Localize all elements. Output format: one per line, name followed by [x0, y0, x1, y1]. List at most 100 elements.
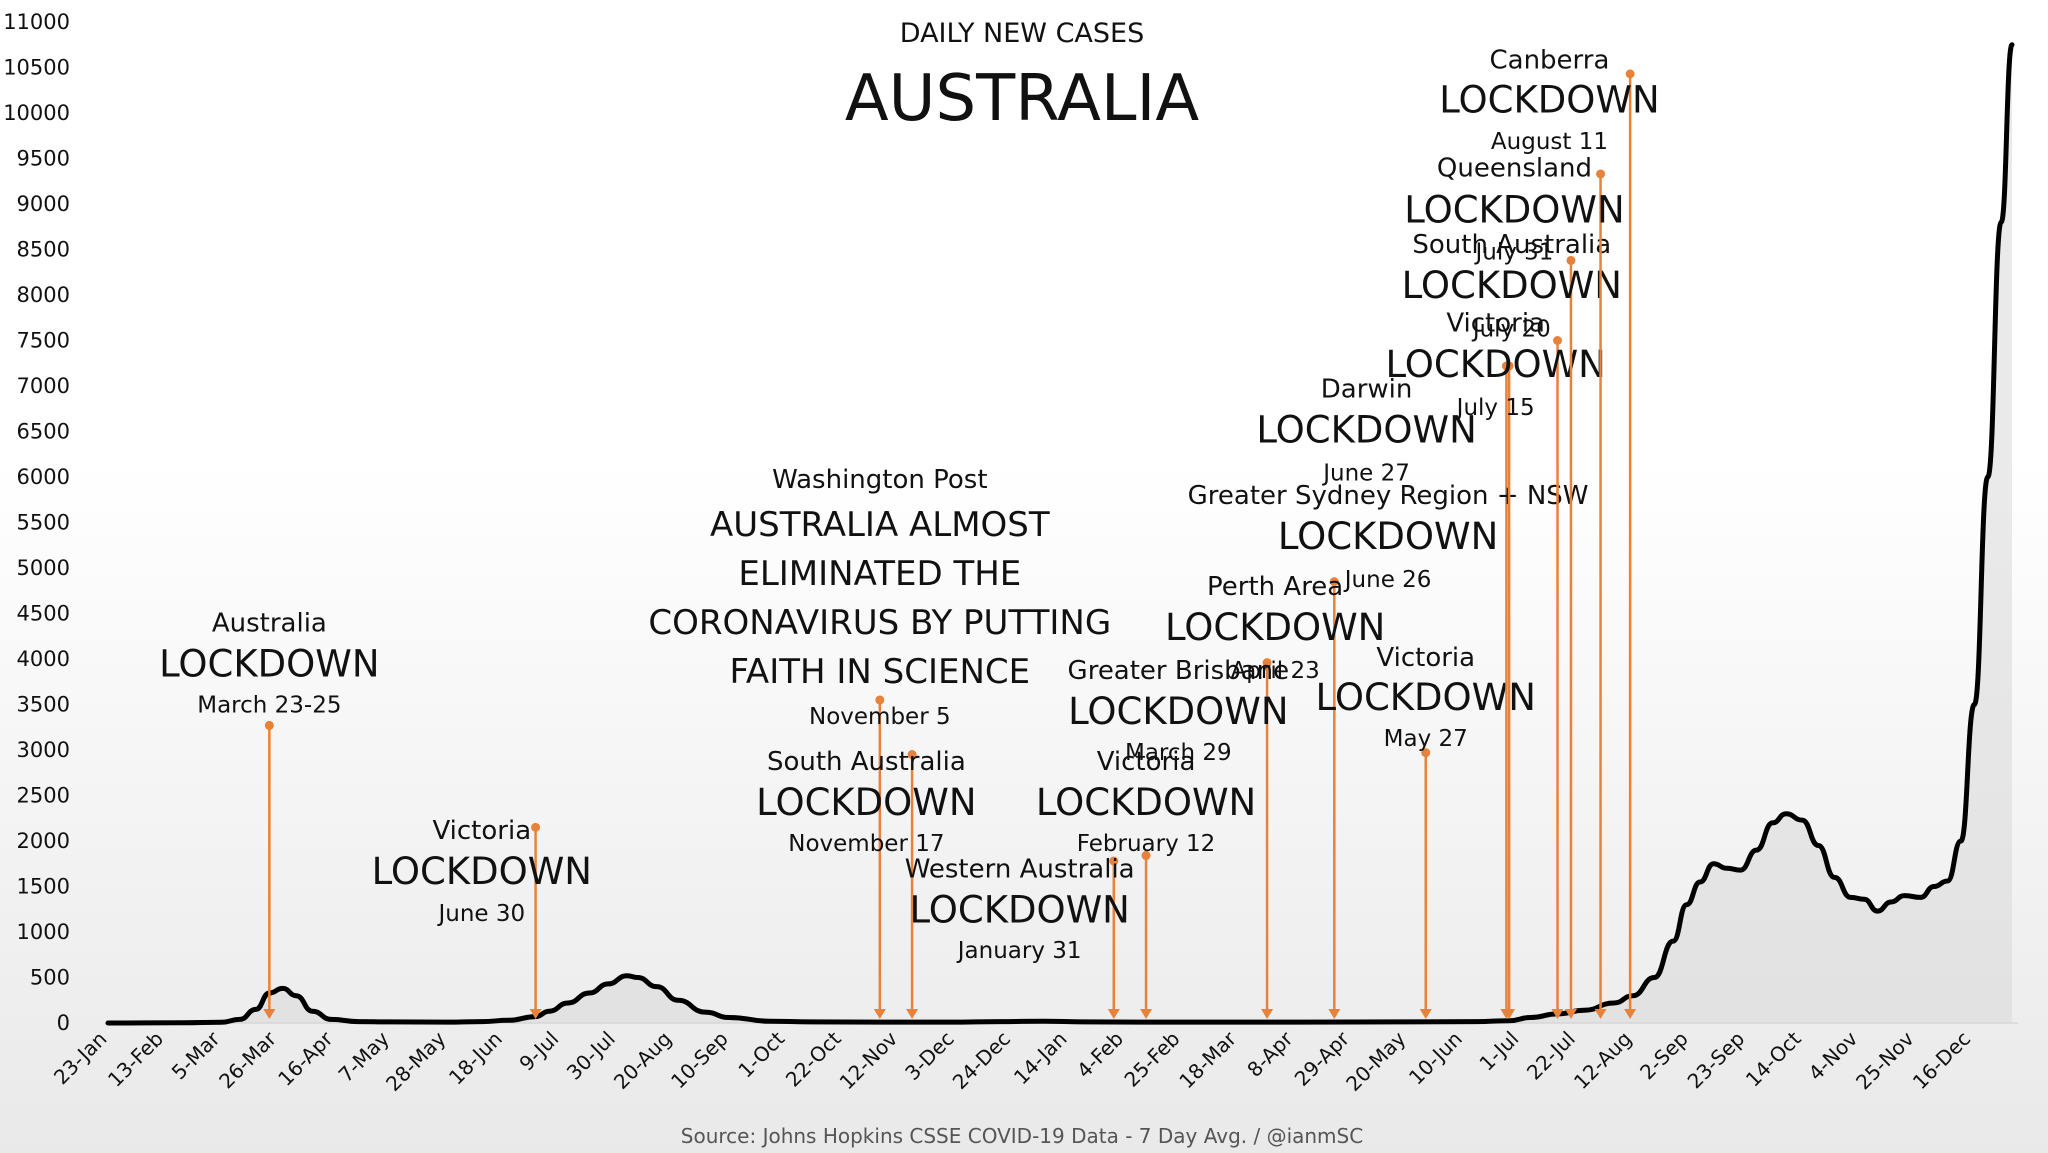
- annotation-date: March 29: [1125, 740, 1232, 766]
- y-tick-label: 6000: [17, 465, 70, 489]
- annotation-date: June 30: [436, 901, 525, 927]
- y-tick-label: 1000: [17, 920, 70, 944]
- y-tick-label: 500: [30, 966, 70, 990]
- annotation-region: Victoria: [1446, 308, 1545, 338]
- annotation-headline: LOCKDOWN: [1404, 188, 1624, 231]
- annotation-arrowhead: [1551, 1009, 1564, 1019]
- annotation-marker: [531, 822, 541, 832]
- annotation-region: Queensland: [1437, 154, 1592, 184]
- annotation-date: July 20: [1471, 317, 1551, 343]
- annotation-headline: LOCKDOWN: [1165, 606, 1385, 649]
- series-layer: [105, 42, 2015, 1026]
- annotation-region: Greater Sydney Region + NSW: [1188, 481, 1589, 511]
- annotation-date: July 31: [1474, 239, 1554, 265]
- y-tick-label: 4000: [17, 647, 70, 671]
- annotation-date: April 23: [1231, 658, 1320, 684]
- annotation-arrowhead: [1419, 1009, 1432, 1019]
- y-tick-label: 0: [57, 1011, 70, 1035]
- series-line: [105, 42, 2015, 1026]
- annotation-region: Greater Brisbane: [1068, 656, 1290, 686]
- annotation-headline: LOCKDOWN: [372, 850, 592, 893]
- lockdown-annotation: Western Australia LOCKDOWN January 31: [905, 854, 1135, 1019]
- annotation-marker: [1553, 336, 1563, 345]
- annotation-marker: [1262, 658, 1272, 668]
- chart-title: AUSTRALIA: [845, 62, 1200, 136]
- annotation-marker: [1141, 851, 1151, 861]
- y-tick-label: 10500: [3, 56, 70, 80]
- annotation-region: South Australia: [767, 747, 966, 777]
- annotation-marker: [907, 750, 917, 760]
- annotation-arrowhead: [1594, 1009, 1607, 1019]
- annotation-headline: LOCKDOWN: [1439, 78, 1659, 121]
- annotation-headline-line: CORONAVIRUS BY PUTTING: [648, 603, 1111, 643]
- annotation-date: May 27: [1384, 726, 1468, 752]
- annotation-date: June 27: [1321, 460, 1410, 486]
- annotation-region: Victoria: [1097, 747, 1196, 777]
- annotation-headline: LOCKDOWN: [1316, 676, 1536, 719]
- annotation-headline-line: FAITH IN SCIENCE: [730, 652, 1031, 692]
- annotation-arrowhead: [1564, 1009, 1577, 1019]
- annotation-marker: [1566, 255, 1576, 265]
- annotation-date: November 5: [809, 704, 951, 730]
- annotation-marker: [1421, 748, 1431, 758]
- y-tick-label: 3000: [17, 738, 70, 762]
- annotation-region: Perth Area: [1207, 572, 1343, 602]
- annotation-arrowhead: [263, 1009, 276, 1019]
- annotation-headline: LOCKDOWN: [1256, 409, 1476, 452]
- annotation-region: Australia: [212, 609, 327, 639]
- chart-source: Source: Johns Hopkins CSSE COVID-19 Data…: [681, 1124, 1363, 1148]
- annotation-region: Western Australia: [905, 854, 1135, 884]
- annotation-marker: [1109, 856, 1119, 866]
- lockdown-annotation: Australia LOCKDOWN March 23-25: [159, 609, 380, 1019]
- annotation-region: South Australia: [1412, 230, 1611, 260]
- y-tick-label: 11000: [3, 10, 70, 34]
- annotation-date: June 26: [1343, 567, 1432, 593]
- annotation-headline: LOCKDOWN: [909, 888, 1129, 931]
- y-tick-label: 4500: [17, 602, 70, 626]
- annotation-arrowhead: [1503, 1009, 1516, 1019]
- lockdown-annotation: Darwin LOCKDOWN June 27: [1256, 361, 1516, 1019]
- lockdown-annotation: Washington Post AUSTRALIA ALMOST ELIMINATE…: [648, 465, 1111, 1019]
- y-tick-label: 8000: [17, 283, 70, 307]
- lockdown-annotation: South Australia LOCKDOWN July 20: [1402, 230, 1622, 1019]
- lockdown-annotation: Greater Brisbane LOCKDOWN March 29: [1068, 656, 1290, 1019]
- annotation-arrowhead: [1107, 1009, 1120, 1019]
- annotation-headline: LOCKDOWN: [1068, 690, 1288, 733]
- annotation-date: February 12: [1077, 831, 1216, 857]
- annotation-headline: LOCKDOWN: [1385, 343, 1605, 386]
- y-tick-label: 7000: [17, 374, 70, 398]
- annotation-marker: [1625, 69, 1635, 79]
- y-tick-label: 9500: [17, 147, 70, 171]
- annotation-date: November 17: [788, 831, 944, 857]
- y-tick-label: 8500: [17, 238, 70, 262]
- annotation-arrowhead: [1328, 1009, 1341, 1019]
- annotation-arrowhead: [906, 1009, 919, 1019]
- y-tick-label: 7500: [17, 329, 70, 353]
- annotation-arrowhead: [873, 1009, 886, 1019]
- lockdown-annotation: Queensland LOCKDOWN July 31: [1404, 154, 1625, 1019]
- annotation-region: Victoria: [1376, 643, 1475, 673]
- lockdown-annotation: Victoria LOCKDOWN February 12: [1036, 747, 1256, 1019]
- annotation-arrowhead: [529, 1009, 542, 1019]
- annotation-headline-line: ELIMINATED THE: [738, 554, 1021, 594]
- annotation-region: Darwin: [1321, 375, 1413, 405]
- annotation-arrowhead: [1624, 1009, 1637, 1019]
- annotation-date: July 15: [1455, 395, 1535, 421]
- y-tick-label: 2500: [17, 784, 70, 808]
- annotation-region: Victoria: [432, 816, 531, 846]
- annotation-marker: [1329, 577, 1339, 587]
- annotation-date: August 11: [1491, 129, 1608, 155]
- y-tick-label: 3500: [17, 693, 70, 717]
- y-tick-label: 1500: [17, 875, 70, 899]
- annotation-arrowhead: [1261, 1009, 1274, 1019]
- lockdown-annotation: Victoria LOCKDOWN June 30: [372, 816, 592, 1019]
- annotation-arrowhead: [1140, 1009, 1153, 1019]
- annotation-headline: LOCKDOWN: [1036, 781, 1256, 824]
- y-tick-label: 5000: [17, 556, 70, 580]
- annotation-marker: [264, 720, 274, 730]
- lockdown-annotation: South Australia LOCKDOWN November 17: [756, 747, 977, 1019]
- annotation-region: Washington Post: [772, 465, 987, 495]
